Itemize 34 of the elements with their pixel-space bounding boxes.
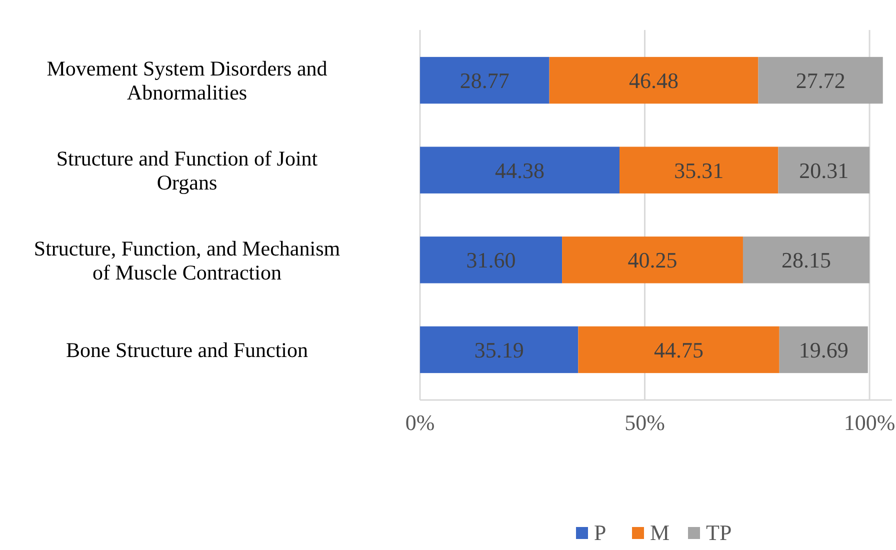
- data-label: 20.31: [799, 158, 849, 183]
- x-tick-label: 50%: [624, 410, 665, 435]
- x-tick-label: 0%: [405, 410, 435, 435]
- data-label: 44.38: [495, 158, 544, 183]
- data-label: 46.48: [629, 68, 679, 93]
- bar: [420, 236, 562, 284]
- bar: [578, 326, 780, 374]
- y-tick-label: Structure and Function of Joint Organs: [56, 146, 318, 194]
- bar: [420, 56, 550, 104]
- y-tick-label: Movement System Disorders and Abnormalities: [46, 56, 328, 105]
- data-label: 44.75: [654, 337, 704, 362]
- bar: [549, 56, 758, 104]
- y-tick-label: Bone Structure and Function: [66, 338, 309, 362]
- data-label: 28.15: [782, 248, 832, 273]
- data-label: 40.25: [628, 248, 678, 273]
- bar: [562, 236, 743, 284]
- data-label: 19.69: [798, 337, 848, 362]
- y-tick-label: Structure, Function, and Mechanism of Muscle Contraction: [34, 236, 340, 284]
- legend-label: TP: [706, 520, 732, 545]
- data-label: 35.19: [474, 337, 524, 362]
- bar: [420, 146, 620, 194]
- data-label: 27.72: [796, 68, 846, 93]
- bar: [778, 146, 870, 194]
- data-label: 35.31: [674, 158, 724, 183]
- bar: [742, 236, 870, 284]
- bar: [420, 326, 578, 374]
- bar: [758, 56, 883, 104]
- legend-label: M: [650, 520, 670, 545]
- legend-label: P: [594, 520, 606, 545]
- data-label: 28.77: [460, 68, 510, 93]
- x-tick-label: 100%: [844, 410, 896, 435]
- bar: [779, 326, 868, 374]
- data-label: 31.60: [466, 248, 516, 273]
- bar: [620, 146, 778, 194]
